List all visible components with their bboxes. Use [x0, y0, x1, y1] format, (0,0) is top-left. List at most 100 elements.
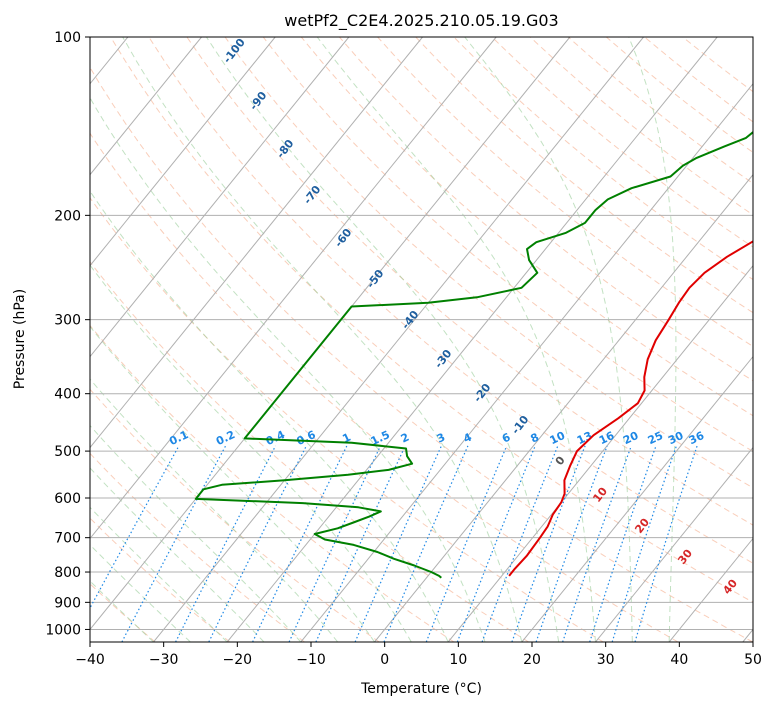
- isotherm-gridline: [447, 264, 753, 642]
- dry-adiabat-line: [644, 37, 753, 123]
- y-tick-label: 800: [54, 565, 81, 581]
- temperature-profile-line: [508, 240, 753, 577]
- plot-frame: [89, 36, 754, 643]
- moist-adiabat-line: [90, 506, 228, 642]
- moist-adiabat-line: [90, 544, 191, 642]
- mixing-ratio-label: 3: [435, 431, 447, 446]
- isotherm-gridline: [595, 446, 753, 642]
- moist-adiabat-line: [628, 37, 677, 642]
- dry-adiabat-line: [90, 132, 679, 642]
- y-axis: 100 200 300 400 500 600 700 800 900 1000: [45, 30, 90, 638]
- x-tick-label: 10: [449, 652, 467, 668]
- isotherm-label: 10: [590, 485, 610, 505]
- mixing-ratio-labels: 0.1 0.2 0.4 0.6 1 1.5 2 3 4 6 8 10 13 16 20 25 30 36: [167, 428, 706, 448]
- mixing-ratio-line: [252, 445, 348, 642]
- y-tick-label: 900: [54, 595, 81, 611]
- x-tick-label: 40: [670, 652, 688, 668]
- moist-adiabat-line: [464, 37, 633, 642]
- isotherm-label: -60: [332, 226, 355, 250]
- chart-title: wetPf2_C2E4.2025.210.05.19.G03: [284, 11, 558, 31]
- y-tick-label: 600: [54, 491, 81, 507]
- mixing-ratio-label: 0.4: [264, 428, 287, 448]
- dry-adiabat-line: [529, 37, 753, 216]
- isotherm-gridline: [742, 628, 753, 642]
- moist-adiabat-line: [90, 378, 339, 642]
- dry-adiabat-line: [90, 583, 156, 642]
- y-tick-label: 100: [54, 30, 81, 46]
- isotherm-label: -40: [399, 308, 422, 332]
- moist-adiabat-line: [90, 580, 154, 642]
- mixing-ratio-line: [634, 445, 698, 642]
- mixing-ratio-line: [354, 445, 442, 642]
- dry-adiabat-line: [224, 37, 753, 489]
- mixing-ratio-line: [611, 445, 677, 642]
- isotherm-gridline: [300, 82, 753, 642]
- moist-adiabat-line: [90, 96, 486, 642]
- mixing-ratio-label: 36: [687, 429, 707, 447]
- sounding-series: [194, 130, 753, 579]
- isotherm-label: -80: [274, 137, 297, 161]
- dry-adiabat-line: [90, 388, 380, 642]
- mixing-ratio-label: 0.1: [167, 428, 190, 448]
- mixing-ratio-line: [535, 445, 608, 642]
- isotherm-gridline: [668, 537, 753, 642]
- isotherm-gridline: [521, 355, 753, 642]
- dry-adiabat-line: [110, 37, 753, 603]
- mixing-ratio-line: [208, 445, 307, 642]
- x-tick-label: 20: [523, 652, 541, 668]
- y-tick-label: 300: [54, 313, 81, 329]
- dewpoint-profile-line: [194, 130, 753, 579]
- isotherm-label: -90: [247, 89, 270, 113]
- dry-adiabat-line: [300, 37, 753, 417]
- y-tick-label: 700: [54, 531, 81, 547]
- dry-adiabat-line: [377, 37, 753, 348]
- dry-adiabat-line: [605, 37, 753, 154]
- mixing-ratio-label: 4: [461, 430, 474, 445]
- isotherm-gridline: [90, 37, 350, 358]
- mixing-ratio-label: 20: [621, 429, 641, 447]
- mixing-ratio-line: [511, 445, 586, 642]
- mixing-ratio-label: 30: [666, 429, 686, 447]
- y-axis-label: Pressure (hPa): [12, 289, 28, 389]
- y-tick-label: 200: [54, 208, 81, 224]
- dry-adiabat-line: [90, 324, 455, 642]
- x-axis: −40 −30 −20 −10 0 10 20 30 40 50: [75, 642, 762, 668]
- x-tick-label: 50: [744, 652, 762, 668]
- dry-adiabat-line: [90, 261, 529, 642]
- mixing-ratio-line: [175, 445, 277, 642]
- mixing-ratio-line: [481, 445, 559, 642]
- dry-adiabat-line: [90, 66, 753, 642]
- mixing-ratio-line: [562, 445, 632, 642]
- mixing-ratio-line: [589, 445, 657, 642]
- x-tick-label: −40: [75, 652, 105, 668]
- x-tick-label: −30: [149, 652, 179, 668]
- mixing-ratio-line: [90, 445, 180, 610]
- mixing-ratio-label: 16: [597, 429, 617, 447]
- y-tick-label: 1000: [45, 622, 81, 638]
- isotherm-label: -100: [221, 36, 248, 66]
- dry-adiabat-line: [453, 37, 753, 281]
- mixing-ratio-line: [456, 445, 536, 642]
- mixing-ratio-label: 10: [548, 429, 568, 447]
- moist-adiabat-line: [205, 37, 560, 642]
- x-axis-label: Temperature (°C): [360, 681, 482, 697]
- isotherm-gridline: [226, 37, 718, 642]
- dry-adiabat-line: [90, 196, 604, 642]
- isotherm-gridline: [90, 37, 497, 540]
- mixing-ratio-label: 6: [500, 430, 513, 445]
- isotherm-gridline: [90, 37, 423, 449]
- x-tick-label: 0: [380, 652, 389, 668]
- mixing-ratio-line: [383, 445, 469, 642]
- y-tick-label: 400: [54, 387, 81, 403]
- moist-adiabat-line: [90, 467, 265, 642]
- isotherm-gridline: [90, 37, 276, 267]
- mixing-ratio-label: 13: [575, 429, 594, 447]
- mixing-ratio-line: [425, 445, 508, 642]
- isotherm-label: 20: [632, 516, 652, 536]
- isotherm-label: 0: [553, 454, 568, 468]
- x-tick-label: −10: [296, 652, 326, 668]
- isotherm-gridline: [374, 173, 753, 642]
- dry-adiabat-line: [682, 37, 753, 93]
